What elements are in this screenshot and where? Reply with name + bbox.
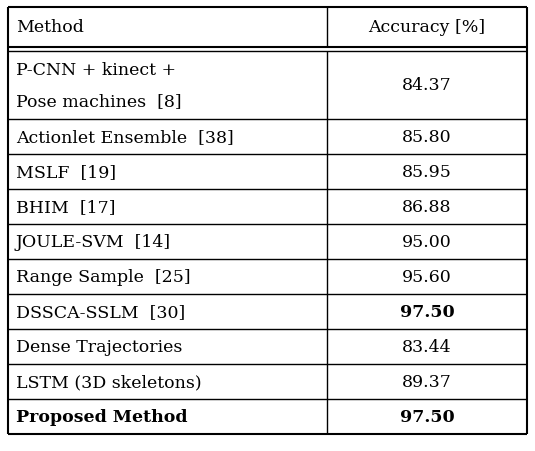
Text: 95.00: 95.00	[402, 234, 452, 250]
Text: JOULE-SVM  [14]: JOULE-SVM [14]	[16, 234, 171, 250]
Text: P-CNN + kinect +: P-CNN + kinect +	[16, 62, 176, 78]
Text: DSSCA-SSLM  [30]: DSSCA-SSLM [30]	[16, 304, 185, 320]
Text: 95.60: 95.60	[402, 268, 452, 285]
Text: 83.44: 83.44	[402, 338, 452, 355]
Text: Method: Method	[16, 19, 84, 37]
Text: Proposed Method: Proposed Method	[16, 408, 187, 425]
Text: 97.50: 97.50	[400, 304, 454, 320]
Text: LSTM (3D skeletons): LSTM (3D skeletons)	[16, 373, 202, 390]
Text: Range Sample  [25]: Range Sample [25]	[16, 268, 190, 285]
Text: Accuracy [%]: Accuracy [%]	[369, 19, 486, 37]
Text: Actionlet Ensemble  [38]: Actionlet Ensemble [38]	[16, 129, 234, 146]
Text: MSLF  [19]: MSLF [19]	[16, 164, 116, 180]
Text: Dense Trajectories: Dense Trajectories	[16, 338, 182, 355]
Text: Pose machines  [8]: Pose machines [8]	[16, 93, 181, 110]
Text: 84.37: 84.37	[402, 77, 452, 94]
Text: 97.50: 97.50	[400, 408, 454, 425]
Text: 85.95: 85.95	[402, 164, 452, 180]
Text: 85.80: 85.80	[402, 129, 452, 146]
Text: BHIM  [17]: BHIM [17]	[16, 198, 116, 216]
Text: 86.88: 86.88	[402, 198, 452, 216]
Text: 89.37: 89.37	[402, 373, 452, 390]
